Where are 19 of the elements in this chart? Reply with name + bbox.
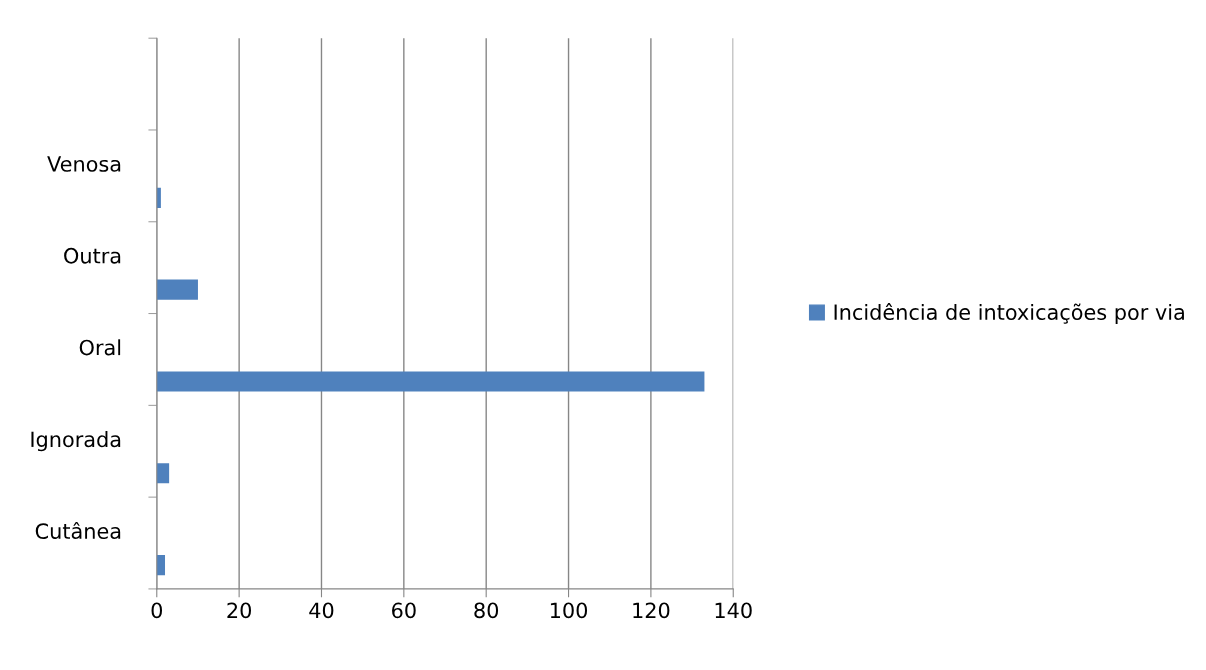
x-tick-label: 100 (550, 602, 588, 619)
y-tick-label: Oral (79, 339, 121, 356)
bar (156, 187, 161, 208)
y-tick-label: Outra (64, 247, 121, 264)
bar (156, 463, 170, 484)
x-tick-label: 0 (151, 602, 163, 619)
bar (156, 279, 198, 300)
x-tick-label: 140 (715, 602, 752, 619)
y-tick-label: Venosa (47, 156, 121, 172)
x-tick-label: 20 (227, 602, 251, 619)
y-tick-label: Cutânea (35, 522, 121, 539)
legend-label: Incidência de intoxicações por via (834, 303, 1184, 325)
bar (156, 554, 166, 576)
y-tick-label: Ignorada (31, 431, 121, 452)
bar (156, 371, 705, 392)
x-tick-label: 120 (633, 602, 670, 619)
x-tick-label: 40 (309, 602, 334, 619)
x-tick-label: 60 (392, 602, 416, 619)
x-tick-label: 80 (474, 602, 499, 619)
